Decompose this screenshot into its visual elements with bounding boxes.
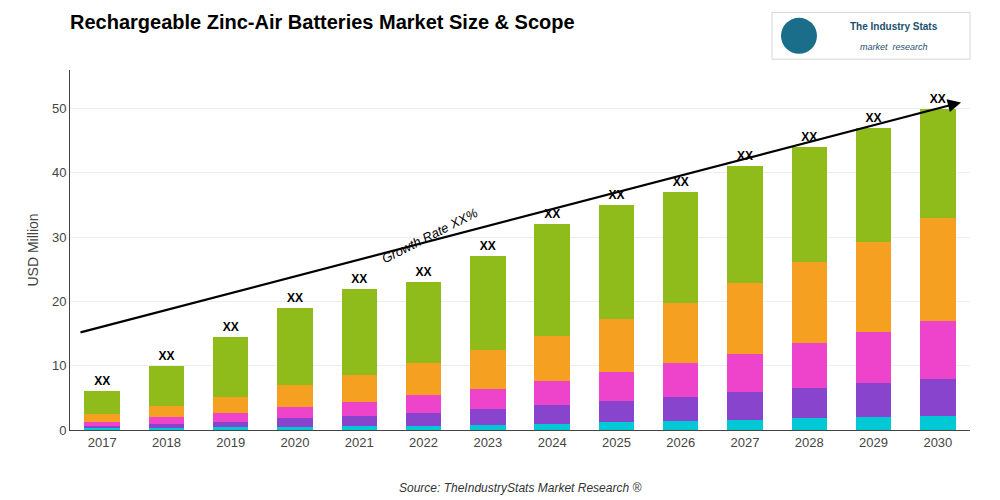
svg-text:20: 20 [52, 294, 66, 309]
svg-text:market research: market research [860, 42, 928, 52]
svg-text:XX: XX [351, 272, 367, 286]
svg-text:XX: XX [158, 349, 174, 363]
svg-text:10: 10 [52, 358, 66, 373]
svg-text:The Industry Stats: The Industry Stats [850, 21, 938, 32]
svg-text:XX: XX [608, 188, 624, 202]
svg-text:XX: XX [544, 207, 560, 221]
svg-text:30: 30 [52, 230, 66, 245]
svg-text:Source: TheIndustryStats Marke: Source: TheIndustryStats Market Research… [399, 481, 641, 495]
svg-text:Rechargeable Zinc-Air Batterie: Rechargeable Zinc-Air Batteries Market S… [70, 11, 575, 33]
svg-text:XX: XX [866, 111, 882, 125]
svg-text:40: 40 [52, 165, 66, 180]
svg-text:2026: 2026 [666, 435, 695, 450]
svg-text:2030: 2030 [923, 435, 952, 450]
svg-text:50: 50 [52, 101, 66, 116]
svg-text:2017: 2017 [88, 435, 117, 450]
svg-text:2022: 2022 [409, 435, 438, 450]
svg-text:2020: 2020 [281, 435, 310, 450]
svg-text:XX: XX [801, 130, 817, 144]
svg-text:2021: 2021 [345, 435, 374, 450]
svg-text:XX: XX [673, 175, 689, 189]
svg-text:XX: XX [737, 149, 753, 163]
svg-text:2028: 2028 [795, 435, 824, 450]
svg-text:2024: 2024 [538, 435, 567, 450]
svg-text:XX: XX [223, 320, 239, 334]
svg-text:2018: 2018 [152, 435, 181, 450]
svg-text:2029: 2029 [859, 435, 888, 450]
svg-text:Growth Rate XX%: Growth Rate XX% [379, 205, 480, 266]
svg-text:2019: 2019 [216, 435, 245, 450]
svg-text:2027: 2027 [731, 435, 760, 450]
svg-text:2023: 2023 [473, 435, 502, 450]
svg-text:XX: XX [94, 374, 110, 388]
svg-text:XX: XX [287, 291, 303, 305]
svg-text:USD Million: USD Million [25, 213, 41, 286]
svg-text:XX: XX [416, 265, 432, 279]
svg-text:0: 0 [59, 423, 66, 438]
svg-text:XX: XX [480, 239, 496, 253]
svg-text:2025: 2025 [602, 435, 631, 450]
svg-text:XX: XX [930, 92, 946, 106]
